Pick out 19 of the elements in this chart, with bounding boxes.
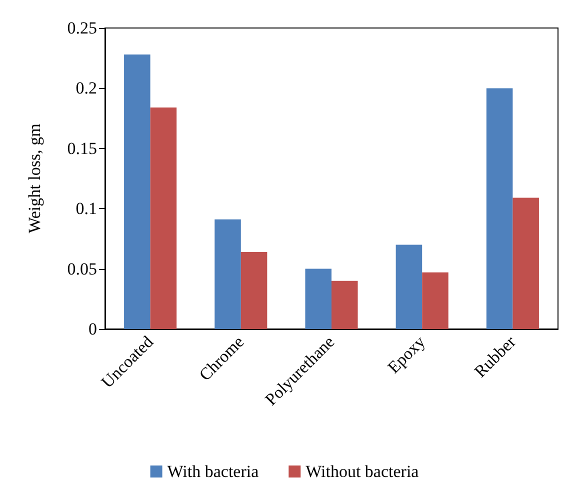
bar bbox=[150, 107, 177, 329]
y-tick-label: 0.15 bbox=[67, 138, 97, 158]
bar bbox=[124, 54, 150, 329]
y-tick-label: 0.05 bbox=[67, 259, 97, 278]
bar bbox=[305, 268, 332, 329]
bar bbox=[486, 88, 513, 329]
y-tick-label: 0 bbox=[88, 320, 97, 338]
bar bbox=[396, 244, 422, 329]
legend-label: With bacteria bbox=[167, 462, 260, 481]
y-tick-label: 0.25 bbox=[67, 18, 97, 38]
bar bbox=[332, 280, 358, 329]
y-axis-title: Weight loss, gm bbox=[25, 124, 44, 234]
legend-label: Without bacteria bbox=[306, 462, 420, 481]
bar bbox=[214, 219, 241, 329]
y-tick-label: 0.1 bbox=[76, 199, 97, 218]
bar bbox=[240, 252, 268, 329]
y-tick-label: 0.2 bbox=[76, 78, 97, 98]
bar bbox=[422, 272, 448, 329]
bar bbox=[512, 198, 539, 329]
